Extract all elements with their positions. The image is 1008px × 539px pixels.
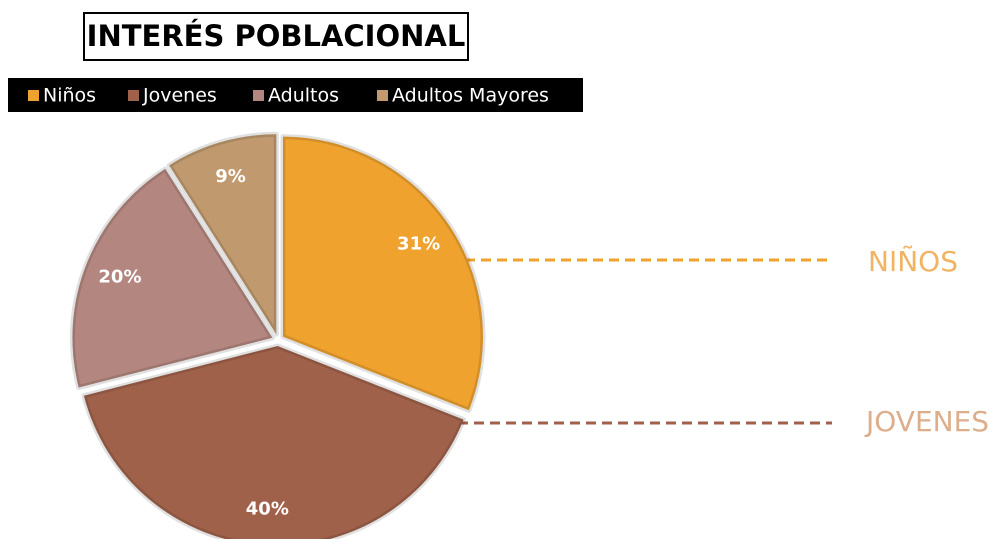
- legend-swatch: [28, 90, 39, 101]
- legend-label: Jovenes: [142, 85, 217, 107]
- pie-slice: [81, 343, 467, 539]
- annotation: NIÑOS: [868, 245, 958, 278]
- data-label: 20%: [98, 266, 141, 287]
- data-label: 9%: [215, 166, 246, 187]
- legend-background: [8, 78, 583, 112]
- legend-label: Niños: [43, 85, 96, 107]
- pie-slice: [69, 166, 275, 391]
- legend-swatch: [377, 90, 388, 101]
- legend-label: Adultos Mayores: [392, 85, 549, 107]
- pie-slice: [280, 134, 486, 413]
- pie-slice: [166, 131, 279, 337]
- title-box: [83, 12, 469, 61]
- legend-label: Adultos: [268, 85, 339, 107]
- chart-title: INTERÉS POBLACIONAL: [87, 19, 466, 53]
- data-label: 40%: [246, 499, 289, 520]
- data-label: 31%: [397, 233, 440, 254]
- legend-swatch: [128, 90, 139, 101]
- legend-swatch: [253, 90, 264, 101]
- annotation: JOVENES: [864, 405, 989, 438]
